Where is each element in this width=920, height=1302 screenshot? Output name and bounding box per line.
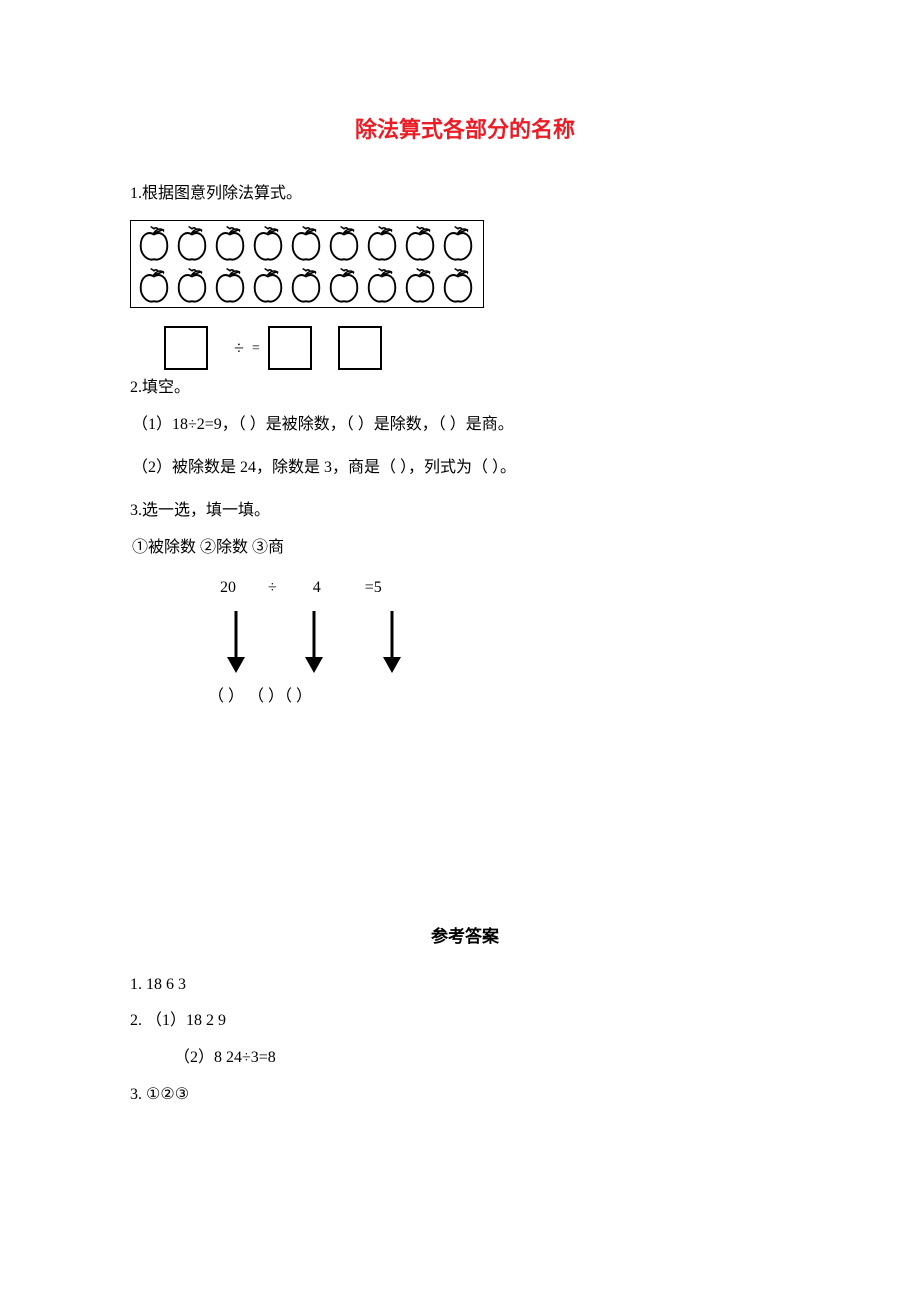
answers-heading: 参考答案 [130,922,800,953]
q2-line2: （2）被除数是 24，除数是 3，商是（ ），列式为（ ）。 [132,454,800,483]
arrow-1 [234,611,238,673]
arrows [234,611,800,673]
q2-line1: （1）18÷2=9，（ ）是被除数，（ ）是除数，（ ）是商。 [132,411,800,440]
divide-symbol: ÷ [234,332,244,364]
q1-label: 1.根据图意列除法算式。 [130,180,800,209]
answer-3: 3. ①②③ [130,1081,800,1110]
apple-icon [401,225,439,263]
answer-2a: 2. （1）18 2 9 [130,1007,800,1036]
page-title: 除法算式各部分的名称 [130,110,800,150]
eq-result: =5 [365,579,382,596]
quotient-box[interactable] [338,326,382,370]
apple-row-2 [135,267,477,305]
q2-label: 2.填空。 [130,374,800,403]
apple-icon [325,225,363,263]
apple-row-1 [135,225,477,263]
apple-icon [363,267,401,305]
apple-icon [249,267,287,305]
arrow-2 [312,611,316,673]
apple-icon [363,225,401,263]
arrow-3 [390,611,394,673]
apple-icon [211,225,249,263]
apple-icon [287,267,325,305]
equals-symbol: = [252,336,260,361]
apple-icon [401,267,439,305]
answer-2b: （2）8 24÷3=8 [174,1044,800,1073]
q3-options: ①被除数 ②除数 ③商 [132,534,800,563]
apple-icon [249,225,287,263]
apple-icon [173,267,211,305]
apple-grid [130,220,484,308]
division-equation-blanks: ÷ = [164,326,800,370]
apple-icon [211,267,249,305]
eq-dividend: 20 [220,579,236,596]
apple-icon [173,225,211,263]
dividend-box[interactable] [164,326,208,370]
divisor-box[interactable] [268,326,312,370]
eq-divisor: 4 [313,579,325,596]
apple-icon [439,267,477,305]
q3-label: 3.选一选，填一填。 [130,497,800,526]
apple-icon [439,225,477,263]
apple-icon [325,267,363,305]
apple-icon [135,225,173,263]
eq-divide: ÷ [268,579,281,596]
answer-1: 1. 18 6 3 [130,971,800,1000]
q3-equation: 20 ÷ 4 =5 [220,574,800,603]
apple-icon [135,267,173,305]
q3-blanks: （ ） （ ）（ ） [208,683,800,712]
apple-icon [287,225,325,263]
